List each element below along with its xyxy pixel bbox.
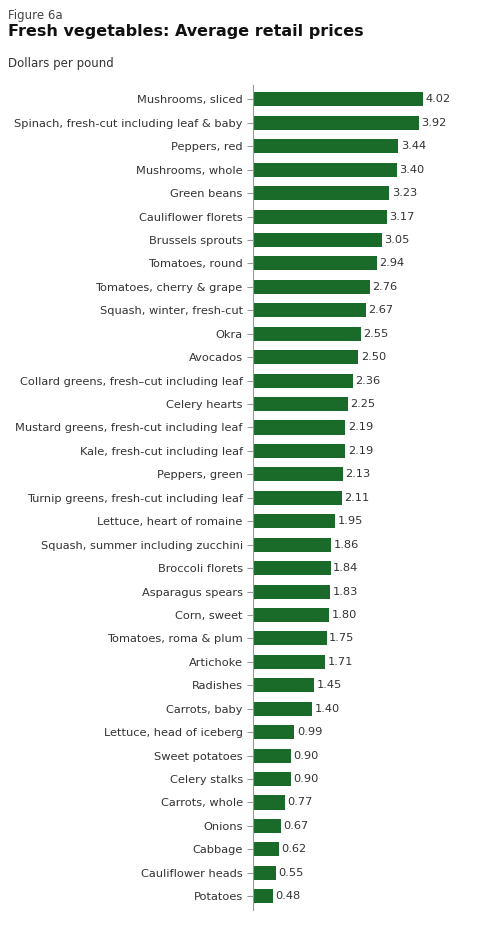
Text: 1.84: 1.84 <box>333 563 358 573</box>
Text: 0.55: 0.55 <box>278 868 303 878</box>
Text: Fresh vegetables: Average retail prices: Fresh vegetables: Average retail prices <box>8 24 363 39</box>
Text: 1.71: 1.71 <box>328 657 353 667</box>
Text: 2.67: 2.67 <box>368 305 394 315</box>
Text: 2.36: 2.36 <box>355 375 380 386</box>
Text: 3.40: 3.40 <box>399 165 424 174</box>
Bar <box>252 444 346 458</box>
Bar <box>252 421 346 435</box>
Bar <box>252 116 418 130</box>
Bar <box>252 654 325 669</box>
Text: 2.19: 2.19 <box>348 446 373 456</box>
Bar <box>252 561 330 575</box>
Text: 1.40: 1.40 <box>314 704 340 714</box>
Text: 1.95: 1.95 <box>338 516 363 527</box>
Text: 2.11: 2.11 <box>344 493 370 502</box>
Bar <box>252 374 352 387</box>
Text: 0.48: 0.48 <box>276 891 300 901</box>
Bar <box>252 866 276 880</box>
Bar <box>252 585 330 599</box>
Bar <box>252 257 377 271</box>
Bar <box>252 303 366 317</box>
Bar <box>252 139 398 153</box>
Text: 3.17: 3.17 <box>390 211 415 222</box>
Bar <box>252 210 387 223</box>
Bar <box>252 725 294 739</box>
Bar <box>252 467 343 481</box>
Text: 0.90: 0.90 <box>293 751 318 761</box>
Text: 3.44: 3.44 <box>401 141 426 151</box>
Bar <box>252 819 281 833</box>
Text: 1.86: 1.86 <box>334 540 359 550</box>
Bar <box>252 233 382 247</box>
Bar <box>252 889 273 903</box>
Bar <box>252 538 332 552</box>
Text: 2.50: 2.50 <box>361 352 386 362</box>
Bar <box>252 679 314 692</box>
Bar <box>252 186 390 200</box>
Text: 0.77: 0.77 <box>288 797 313 807</box>
Text: Dollars per pound: Dollars per pound <box>8 57 113 70</box>
Bar <box>252 326 360 341</box>
Bar <box>252 350 358 364</box>
Text: 1.45: 1.45 <box>316 680 342 691</box>
Text: Figure 6a: Figure 6a <box>8 9 62 22</box>
Bar <box>252 608 329 622</box>
Bar <box>252 795 285 809</box>
Text: 3.05: 3.05 <box>384 235 409 245</box>
Text: 3.23: 3.23 <box>392 188 417 198</box>
Text: 4.02: 4.02 <box>426 95 450 105</box>
Text: 2.19: 2.19 <box>348 423 373 433</box>
Bar <box>252 162 396 177</box>
Bar <box>252 702 312 716</box>
Text: 2.94: 2.94 <box>380 259 405 269</box>
Bar <box>252 514 335 528</box>
Bar <box>252 772 290 786</box>
Bar <box>252 749 290 763</box>
Bar <box>252 397 348 411</box>
Text: 2.76: 2.76 <box>372 282 397 292</box>
Text: 1.75: 1.75 <box>329 633 354 643</box>
Text: 2.25: 2.25 <box>350 399 376 409</box>
Bar <box>252 490 342 505</box>
Bar <box>252 280 370 294</box>
Text: 0.62: 0.62 <box>282 844 306 855</box>
Bar <box>252 843 279 857</box>
Bar <box>252 93 423 107</box>
Text: 0.90: 0.90 <box>293 774 318 784</box>
Text: 0.99: 0.99 <box>297 727 322 737</box>
Text: 1.80: 1.80 <box>332 610 356 620</box>
Text: 2.13: 2.13 <box>346 469 370 479</box>
Text: 0.67: 0.67 <box>284 821 308 831</box>
Bar <box>252 631 326 645</box>
Text: 1.83: 1.83 <box>332 587 358 597</box>
Text: 3.92: 3.92 <box>421 118 446 128</box>
Text: 2.55: 2.55 <box>363 329 388 338</box>
